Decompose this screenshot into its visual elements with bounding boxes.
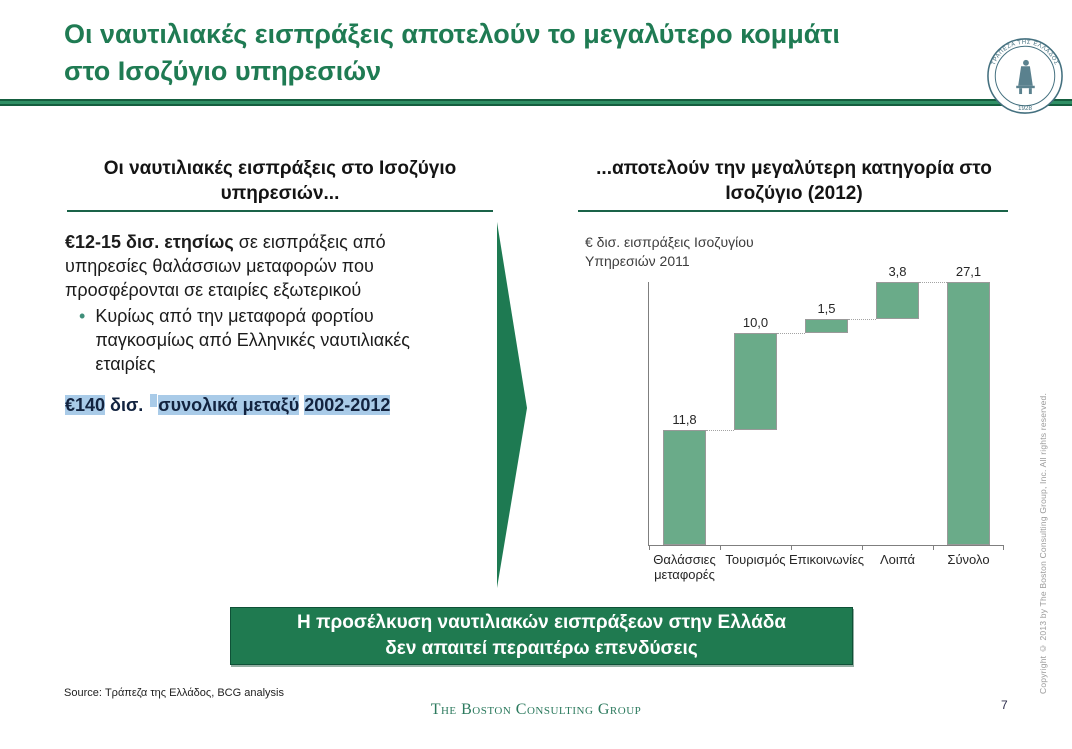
bullet-dot-icon: • <box>79 305 86 326</box>
category-label: Τουρισμός <box>725 552 786 567</box>
slide-title-line2: στο Ισοζύγιο υπηρεσιών <box>64 56 382 87</box>
bank-of-greece-seal-icon: ΤΡΑΠΕΖΑ ΤΗΣ ΕΛΛΑΔΟΣ 1928 <box>987 38 1063 114</box>
highlight-part-2: συνολικά μεταξύ <box>158 395 300 415</box>
waterfall-plot: 11,8 Θαλάσσιες μεταφορές 10,0 Τουρισμός 1,5 Ε… <box>648 264 1004 582</box>
banner-line1: Η προσέλκυση ναυτιλιακών εισπράξεων στην… <box>296 612 787 634</box>
chart-axis-label: € δισ. εισπράξεις Ισοζυγίου Υπηρεσιών 20… <box>585 233 754 271</box>
highlighted-statement: €140 δισ. συνολικά μεταξύ 2002-2012 <box>65 394 505 416</box>
bullet-text: Κυρίως από την μεταφορά φορτίου παγκοσμί… <box>95 305 410 374</box>
title-rule <box>0 99 1072 106</box>
category-label: Σύνολο <box>947 552 990 567</box>
banner-line2: δεν απαιτεί περαιτέρω επενδύσεις <box>385 638 698 659</box>
bullet-item: • Κυρίως από την μεταφορά φορτίου παγκοσ… <box>65 305 467 377</box>
right-header-underline <box>578 210 1008 212</box>
slide-title: Οι ναυτιλιακές εισπράξεις αποτελούν το μ… <box>64 16 984 91</box>
axis-tick <box>1003 545 1004 550</box>
source-note: Source: Τράπεζα της Ελλάδος, BCG analysi… <box>64 687 284 699</box>
axis-tick <box>933 545 934 550</box>
highlight-middle: δισ. <box>105 395 149 415</box>
waterfall-connector <box>777 333 805 335</box>
waterfall-connector <box>919 282 947 283</box>
chart-axis-label-line1: € δισ. εισπράξεις Ισοζυγίου <box>585 234 754 250</box>
copyright-notice: Copyright © 2013 by The Boston Consultin… <box>1038 392 1048 694</box>
waterfall-connector <box>848 318 876 320</box>
seal-seated-figure-icon <box>1016 59 1035 95</box>
body-paragraph-rest: σε εισπράξεις από υπηρεσίες θαλάσσιων με… <box>65 232 386 300</box>
key-message-banner: Η προσέλκυση ναυτιλιακών εισπράξεων στην… <box>230 607 853 665</box>
body-paragraph-lead: €12-15 δισ. ετησίως <box>65 232 234 252</box>
axis-tick <box>862 545 863 550</box>
waterfall-bar-2 <box>805 318 848 334</box>
left-panel-body: €12-15 δισ. ετησίως σε εισπράξεις από υπ… <box>65 231 467 377</box>
waterfall-bar-0 <box>663 430 706 545</box>
right-column-header: ...αποτελούν την μεγαλύτερη κατηγορία στ… <box>596 158 992 204</box>
category-label: Λοιπά <box>879 552 916 567</box>
axis-tick <box>791 545 792 550</box>
bar-value-label: 10,0 <box>742 315 769 331</box>
axis-tick <box>649 545 650 550</box>
waterfall-connector <box>706 430 734 432</box>
highlight-artifact <box>150 394 158 407</box>
left-header-underline <box>67 210 493 212</box>
bcg-logo-text: The Boston Consulting Group <box>430 701 642 718</box>
bar-value-label: 27,1 <box>955 264 982 279</box>
category-label: Επικοινωνίες <box>788 552 865 567</box>
waterfall-bar-3 <box>876 282 919 319</box>
axis-tick <box>720 545 721 550</box>
highlight-part-3: 2002-2012 <box>304 395 391 415</box>
seal-year: 1928 <box>1018 105 1033 112</box>
bar-value-label: 1,5 <box>817 300 836 316</box>
bar-value-label: 11,8 <box>672 412 697 428</box>
slide-title-line1: Οι ναυτιλιακές εισπράξεις αποτελούν το μ… <box>64 19 840 49</box>
body-paragraph: €12-15 δισ. ετησίως σε εισπράξεις από υπ… <box>65 231 467 303</box>
waterfall-bar-1 <box>734 333 777 431</box>
highlight-part-1: €140 <box>65 395 106 415</box>
left-column-header: Οι ναυτιλιακές εισπράξεις στο Ισοζύγιο υ… <box>103 158 457 204</box>
chart-axis-label-line2: Υπηρεσιών 2011 <box>585 252 690 269</box>
waterfall-bar-4 <box>947 282 990 545</box>
bar-value-label: 3,8 <box>888 264 907 279</box>
transition-arrow-icon <box>497 222 527 588</box>
page-number: 7 <box>1001 698 1008 712</box>
category-label: Θαλάσσιες μεταφορές <box>653 552 716 582</box>
